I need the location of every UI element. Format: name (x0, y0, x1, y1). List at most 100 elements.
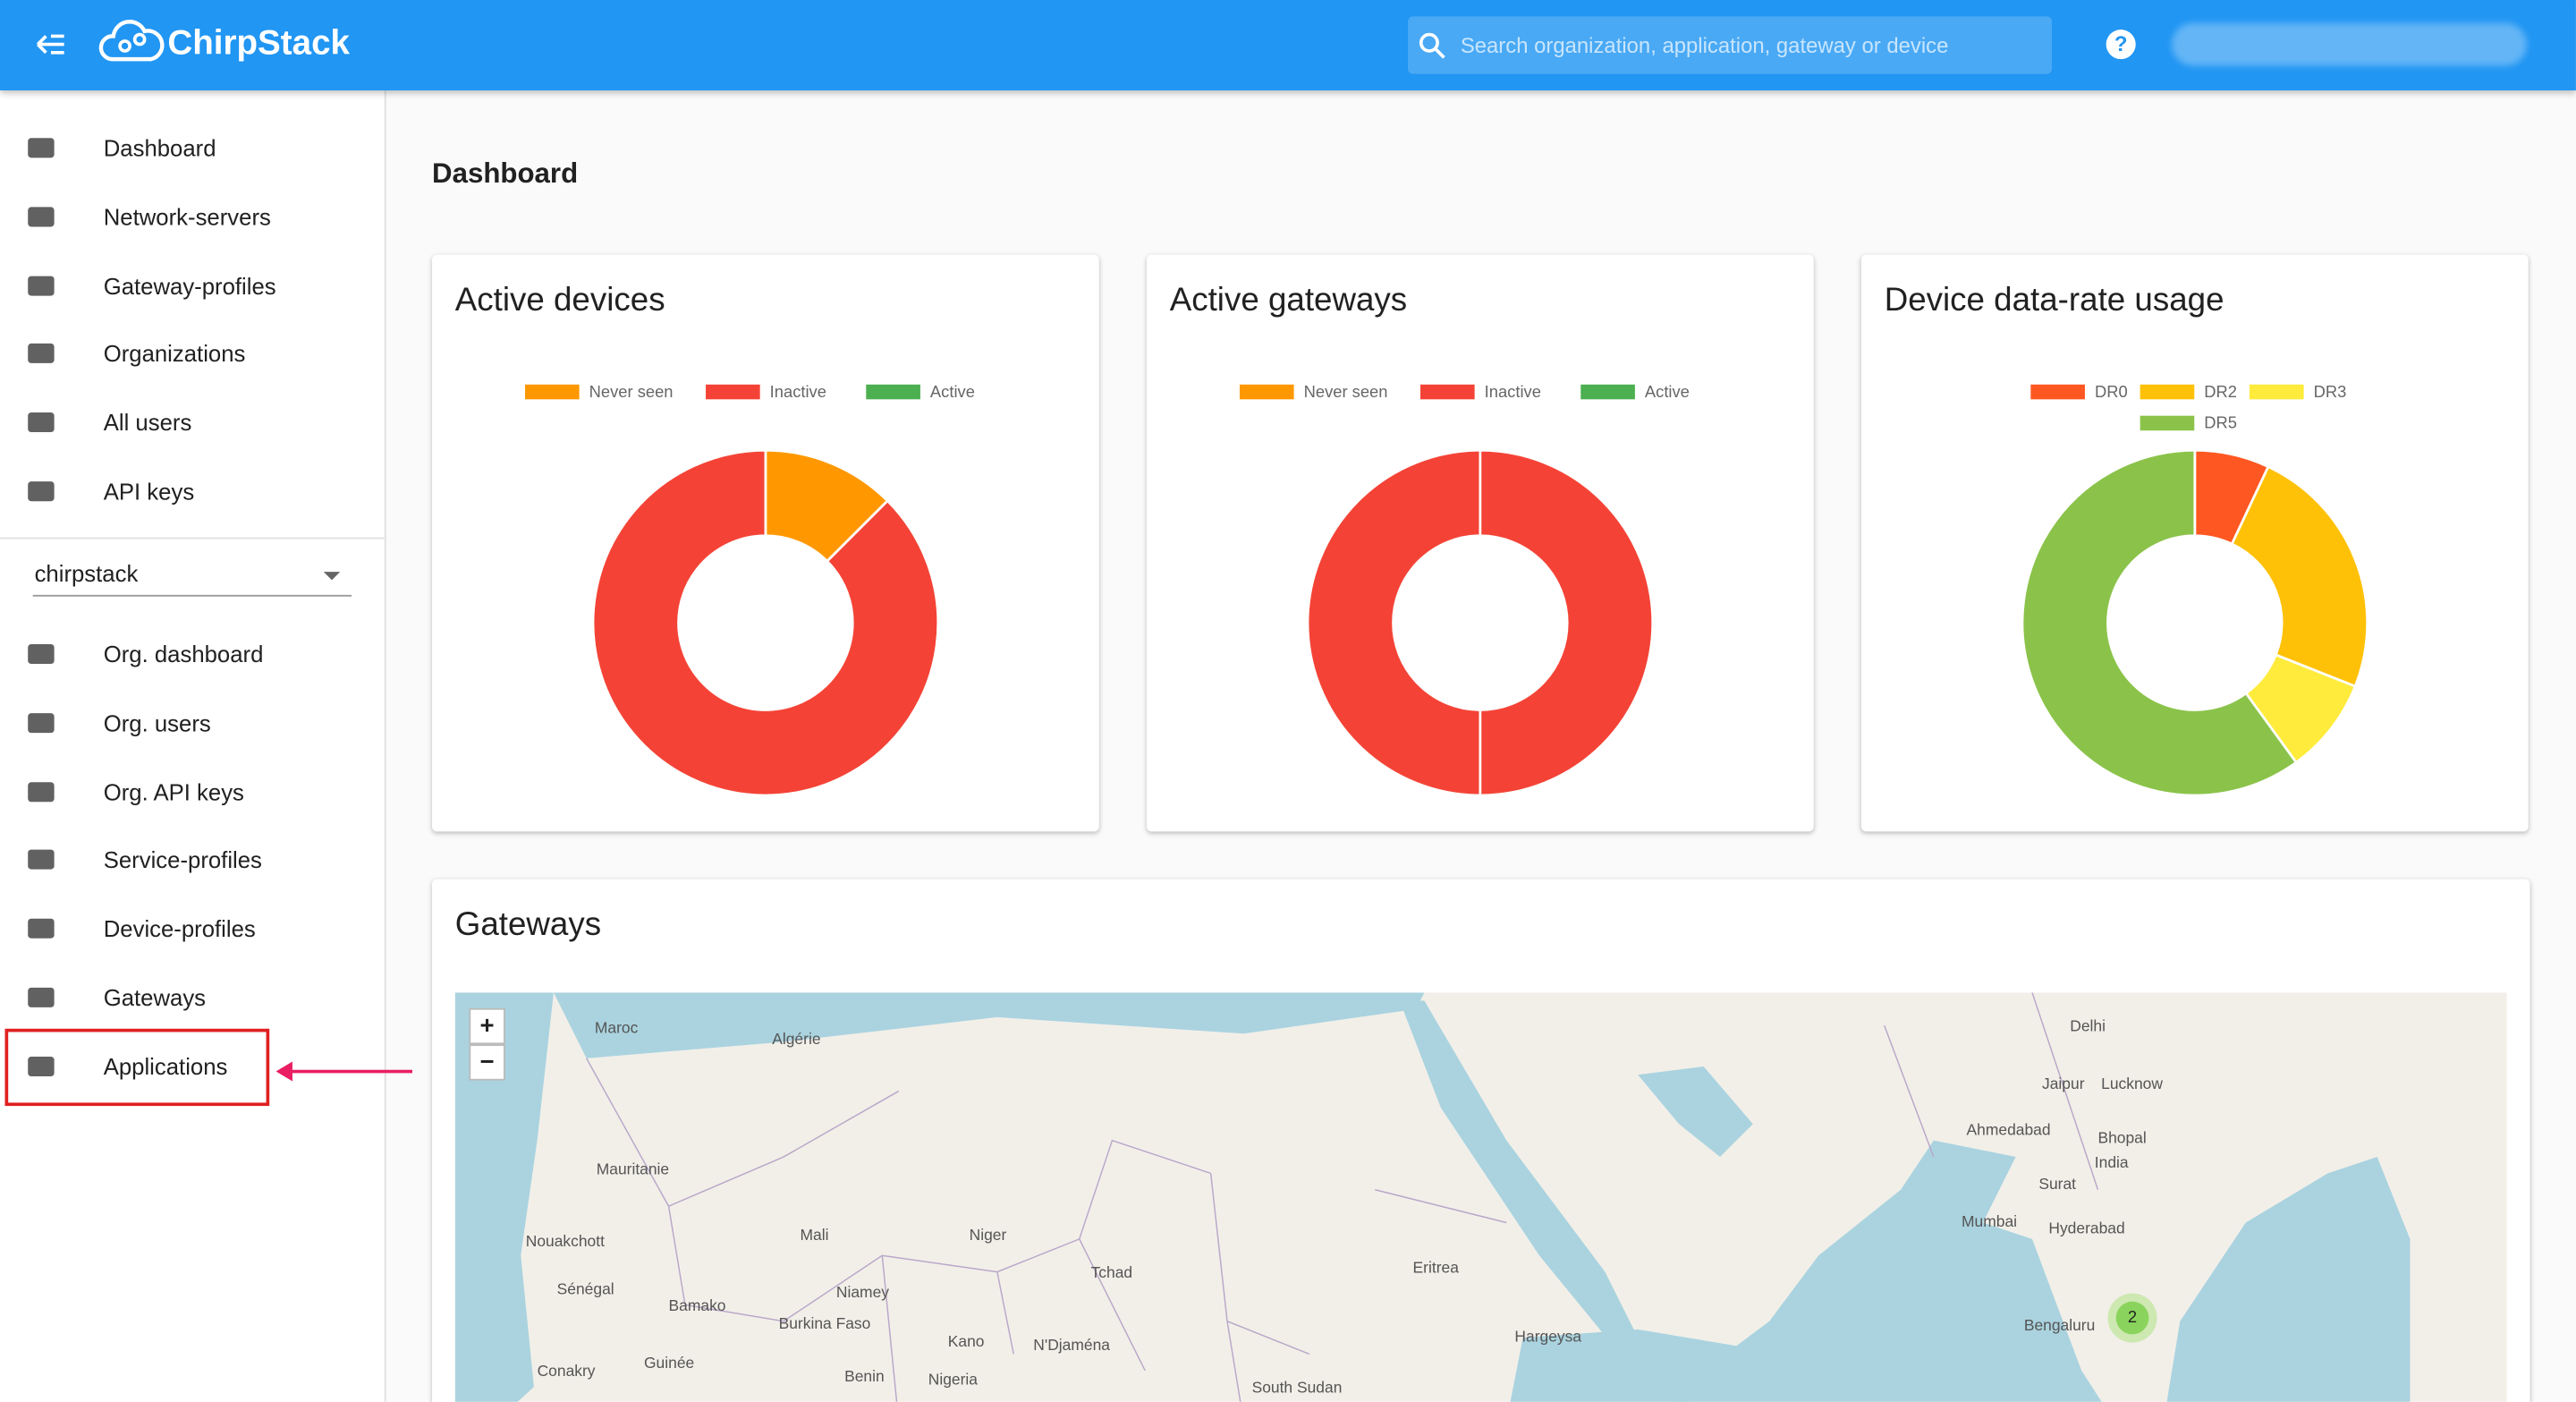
menu-item[interactable]: Service-profiles (103, 846, 262, 874)
borders (586, 992, 2099, 1402)
search-placeholder: Search organization, application, gatewa… (1460, 32, 1949, 58)
icon-shape (28, 207, 55, 227)
search-icon (1419, 32, 1445, 59)
map-label: Tchad (1091, 1263, 1133, 1281)
menu-icon (28, 712, 55, 733)
map-label: Mauritanie (597, 1160, 669, 1177)
map-label: Hyderabad (2048, 1219, 2124, 1236)
icon-shape (28, 1056, 55, 1076)
legend-label: DR5 (2204, 413, 2237, 432)
map-label: Guinée (644, 1354, 694, 1372)
legend-label: Active (1645, 382, 1690, 401)
map-label: Niamey (836, 1283, 889, 1301)
brand: ChirpStack (167, 24, 350, 63)
legend-label: DR3 (2314, 382, 2347, 401)
menu-icon (28, 643, 55, 665)
icon-shape (28, 275, 55, 295)
legend-label: Never seen (589, 382, 674, 401)
legend-swatch (2249, 384, 2304, 400)
menu-item[interactable]: Organizations (103, 340, 246, 368)
org-select[interactable]: chirpstack (32, 560, 352, 597)
menu-icon (28, 481, 55, 502)
menu-icon (28, 207, 55, 227)
legend-swatch (2140, 384, 2195, 400)
map-label: Niger (970, 1226, 1007, 1244)
chart-card: Active gateways Never seen Inactive Active (1147, 254, 1814, 832)
map-label: India (2095, 1153, 2129, 1171)
header: ChirpStack Search organization, applicat… (0, 0, 2576, 91)
menu-item[interactable]: Dashboard (103, 134, 216, 161)
legend-swatch (706, 384, 760, 400)
map-label: Sénégal (557, 1279, 614, 1297)
cluster-marker[interactable] (2115, 1301, 2149, 1335)
legend-swatch (525, 384, 580, 400)
icon-shape (28, 850, 55, 871)
donut-segment (2230, 464, 2368, 688)
chart-card: Device data-rate usage DR0 DR2 DR3 DR5 (1860, 254, 2529, 832)
map-label: Ahmedabad (1967, 1120, 2051, 1138)
annotation-arrow (275, 1061, 413, 1082)
menu-item[interactable]: Device-profiles (103, 915, 256, 942)
donut-segment (1306, 448, 1655, 797)
menu-icon (28, 138, 55, 158)
chart-card: Active devices Never seen Inactive Active (432, 254, 1099, 832)
sea (1673, 1140, 2102, 1402)
menu-button[interactable] (33, 30, 69, 59)
map-label: Eritrea (1413, 1259, 1460, 1277)
menu-item[interactable]: Org. API keys (103, 777, 244, 805)
map-land (454, 992, 2507, 1402)
map-label: Nigeria (928, 1370, 979, 1388)
org-name: chirpstack (34, 560, 139, 587)
menu-item[interactable]: Gateway-profiles (103, 272, 276, 299)
search-box[interactable]: Search organization, application, gatewa… (1408, 16, 2053, 74)
map-label: Lucknow (2101, 1075, 2163, 1092)
legend-swatch (1580, 384, 1635, 400)
sidebar: chirpstack Dashboard Network-servers Gatew… (0, 90, 413, 1402)
menu-icon (28, 850, 55, 871)
map-label: Surat (2038, 1175, 2076, 1193)
map-label: Algérie (772, 1030, 820, 1048)
map[interactable]: Maroc Algérie Mauritanie Mali Niger Tchad Noua… (454, 992, 2507, 1402)
legend-swatch (2030, 384, 2085, 400)
map-label: Benin (844, 1367, 885, 1385)
menu-item[interactable]: Org. users (103, 709, 211, 736)
icon-shape (28, 344, 55, 364)
highlight-box (4, 1028, 270, 1107)
card-title: Device data-rate usage (1884, 282, 2224, 319)
legend-swatch (1239, 384, 1294, 400)
zoom-button[interactable] (469, 1044, 505, 1081)
map-label: Mumbai (1962, 1212, 2017, 1230)
zoom-label: − (480, 1048, 495, 1075)
map-label: Maroc (595, 1018, 639, 1036)
legend-swatch (1420, 384, 1475, 400)
sea (553, 992, 1425, 1058)
menu-item[interactable]: Org. dashboard (103, 641, 264, 667)
page-title: Dashboard (432, 157, 579, 190)
menu-icon (28, 919, 55, 939)
map-label: Burkina Faso (779, 1314, 871, 1332)
menu-icon (28, 781, 55, 802)
map-label: Kano (948, 1332, 985, 1350)
legend-swatch (866, 384, 920, 400)
menu-item[interactable]: Applications (103, 1052, 228, 1080)
sea (1638, 1066, 1753, 1158)
legend-swatch (2140, 415, 2195, 431)
legend-label: DR2 (2204, 382, 2237, 401)
help-button[interactable]: ? (2106, 30, 2136, 60)
sea (1510, 1329, 1737, 1402)
sea (2166, 1157, 2411, 1402)
card-title: Active gateways (1169, 282, 1408, 319)
zoom-button[interactable] (469, 1007, 505, 1045)
menu-icon (28, 1056, 55, 1076)
icon-shape (28, 919, 55, 939)
menu-item[interactable]: Network-servers (103, 203, 271, 230)
menu-item[interactable]: All users (103, 409, 192, 437)
menu-item[interactable]: API keys (103, 478, 195, 505)
card-title: Active devices (454, 282, 665, 319)
user-menu[interactable] (2172, 22, 2527, 66)
legend-label: DR0 (2095, 382, 2128, 401)
zoom-label: + (480, 1011, 495, 1039)
icon-shape (28, 643, 55, 665)
menu-item[interactable]: Gateways (103, 984, 207, 1011)
